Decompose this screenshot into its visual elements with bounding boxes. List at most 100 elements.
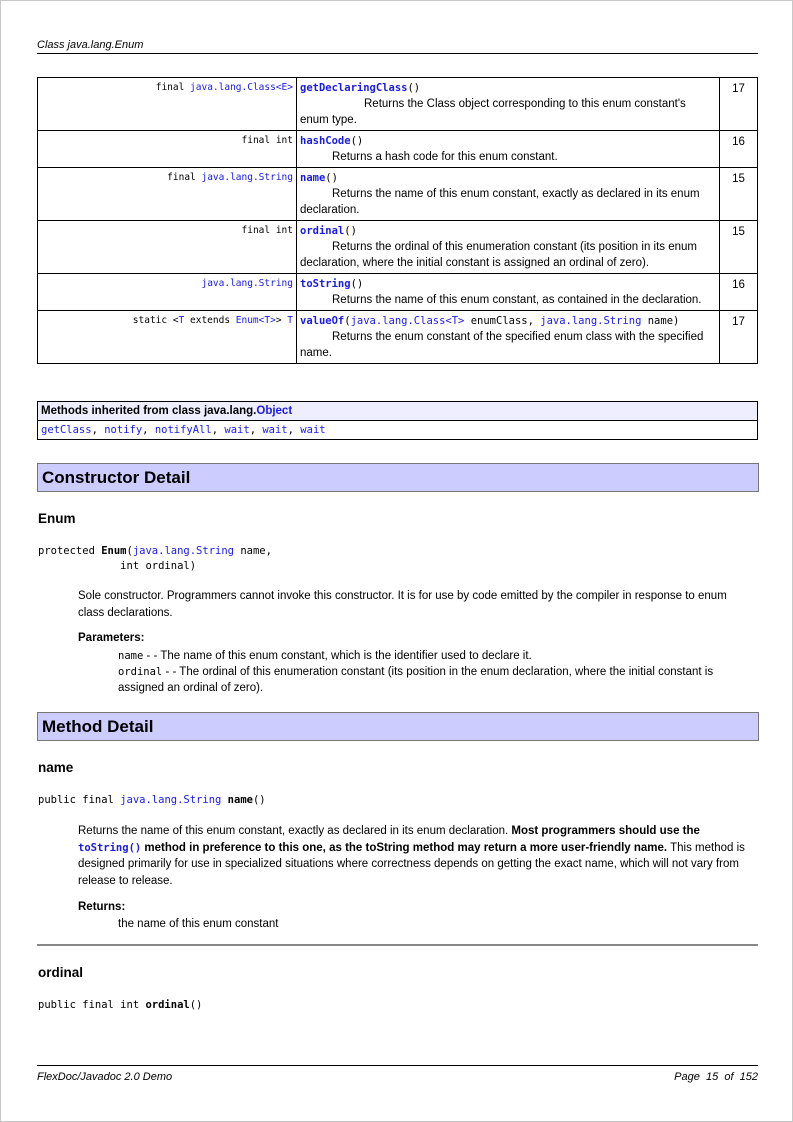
type-link[interactable]: java.lang.String [132,545,234,557]
sig: () [189,999,203,1011]
inherited-list: getClass, notify, notifyAll, wait, wait,… [38,421,757,439]
sep: , [211,424,225,436]
param-type-link[interactable]: java.lang.Class<T> [350,315,465,327]
constructor-name: Enum [38,511,76,526]
method-link[interactable]: ordinal [300,225,345,237]
method-link[interactable]: notify [104,424,143,436]
type-link[interactable]: java.lang.Class<E> [190,82,293,93]
param-text: - - The name of this enum constant, whic… [143,650,532,662]
sig: int ordinal) [38,560,197,572]
sep: , [287,424,301,436]
sig: () [407,82,421,94]
type-link[interactable]: Enum<T> [235,315,276,326]
method-detail-heading: Method Detail [37,712,759,741]
mod: public final int [38,999,146,1011]
sep: , [142,424,155,436]
constructor-detail-heading: Constructor Detail [37,463,759,492]
method-summary-table: final java.lang.Class<E> getDeclaringCla… [37,77,758,364]
type: final int [37,220,297,274]
method-link[interactable]: wait [300,424,326,436]
sig: () [252,794,266,806]
sig: () [350,135,364,147]
page-header: Class java.lang.Enum [37,39,758,54]
param-name: ordinal [118,666,163,678]
method-signature: public final int ordinal() [38,998,202,1013]
heading-text: Methods inherited from class java.lang. [41,405,257,417]
sig: () [350,278,364,290]
param-name: name [118,650,144,662]
page-ref: 15 [719,220,758,274]
type: final int [37,130,297,168]
type: static < [132,315,179,326]
desc-text: Returns the ordinal of this enumeration … [300,241,697,269]
returns-text: the name of this enum constant [118,918,279,930]
desc-text: Returns the name of this enum constant, … [332,294,702,306]
of-label: of [724,1071,734,1083]
page-ref: 16 [719,273,758,311]
type: > [275,315,288,326]
type-link[interactable]: java.lang.String [201,172,293,183]
desc: This method is designed primarily for us… [78,841,745,887]
tostring-link[interactable]: toString() [78,841,142,854]
desc [300,98,332,110]
type-link[interactable]: java.lang.String [201,278,293,289]
method-description: Returns the name of this enum constant, … [78,823,753,889]
sig: () [325,172,338,184]
method-link[interactable]: getClass [41,424,92,436]
desc-bold: Most programmers should use the [511,825,700,837]
method-link[interactable]: name [300,172,326,184]
method-link[interactable]: wait [262,424,288,436]
sig-name: ordinal [145,999,190,1011]
divider [37,944,758,946]
footer-title: FlexDoc/Javadoc 2.0 Demo [37,1071,173,1083]
method-name: name [38,760,74,775]
method-name: ordinal [38,965,84,980]
mod: public final [38,794,121,806]
sep: , [91,424,105,436]
sep: , [249,424,263,436]
sig: ( [126,545,133,557]
param-item: ordinal - - The ordinal of this enumerat… [118,664,753,696]
inherited-heading: Methods inherited from class java.lang.O… [38,402,757,421]
page-ref: 15 [719,167,758,221]
returns-label: Returns: [78,901,126,913]
method-link[interactable]: notifyAll [154,424,212,436]
desc: Returns the name of this enum constant, … [78,825,512,837]
constructor-signature: protected Enum(java.lang.String name, in… [38,544,272,574]
page-label: Page [674,1071,700,1083]
method-link[interactable]: toString [300,278,351,290]
method-link[interactable]: valueOf [300,315,345,327]
mod: protected [38,545,102,557]
method-link[interactable]: getDeclaringClass [300,82,408,94]
page-ref: 17 [719,310,758,364]
param-text: - - The ordinal of this enumeration cons… [118,666,714,694]
type: final [155,82,191,93]
type-link[interactable]: java.lang.String [120,794,222,806]
table-row: final int hashCode() Returns a hash code … [37,130,758,168]
desc-text: Returns a hash code for this enum consta… [332,151,558,163]
page-total: 152 [739,1071,758,1083]
table-row: final int ordinal() Returns the ordinal o… [37,220,758,274]
param-type-link[interactable]: java.lang.String [540,315,642,327]
inherited-methods: Methods inherited from class java.lang.O… [37,401,758,440]
method-link[interactable]: hashCode [300,135,351,147]
object-link[interactable]: Object [256,405,293,417]
method-link[interactable]: wait [224,424,250,436]
page-footer: FlexDoc/Javadoc 2.0 Demo Page 15 of 152 [37,1065,758,1083]
sig: ( [344,315,351,327]
table-row: static <T extends Enum<T>> T valueOf(jav… [37,310,758,364]
desc-bold: method in preference to this one, as the… [141,841,668,854]
desc-text: Returns the Class object corresponding t… [300,98,686,126]
page-ref: 16 [719,130,758,168]
parameters-label: Parameters: [78,632,145,644]
param: enumClass, [464,315,541,327]
type-link[interactable]: T [287,315,293,326]
type-link[interactable]: T [178,315,185,326]
page-number: Page 15 of 152 [674,1071,758,1083]
sig: () [344,225,357,237]
type: extends [184,315,236,326]
param: name) [641,315,680,327]
table-row: java.lang.String toString() Returns the n… [37,273,758,311]
table-row: final java.lang.Class<E> getDeclaringCla… [37,77,758,131]
desc-text: Returns the name of this enum constant, … [300,188,700,216]
